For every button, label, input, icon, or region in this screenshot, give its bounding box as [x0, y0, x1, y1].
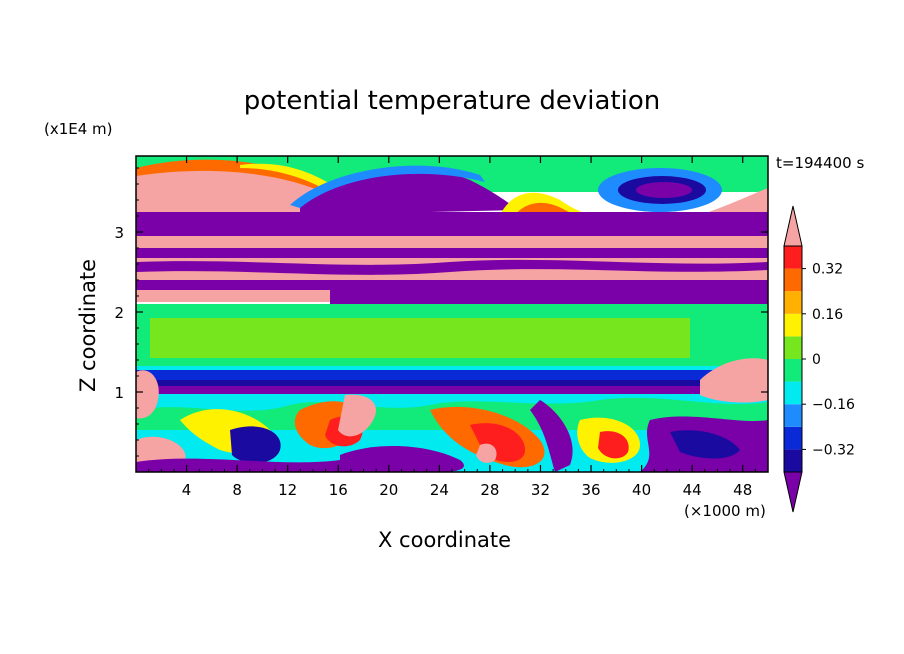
band-purple-2: [136, 248, 768, 258]
y-tick-label: 1: [114, 384, 124, 402]
x-ticks: 4 8 12 16 20 24 28 32 36 40 44 48: [148, 156, 756, 499]
colorbar-segment: [784, 291, 802, 314]
colorbar-extend-max: [783, 205, 803, 247]
x-tick-label: 4: [182, 481, 192, 499]
eddy-purple-1: [340, 445, 464, 472]
x-tick-label: 48: [733, 481, 752, 499]
colorbar-segment: [784, 449, 802, 472]
x-tick-label: 44: [683, 481, 702, 499]
eddy-salmon-2: [476, 443, 497, 463]
band-cyan-line: [136, 366, 768, 370]
eddy-darkblue-2: [670, 430, 740, 459]
x-tick-label: 12: [278, 481, 297, 499]
x-axis-label: X coordinate: [378, 528, 512, 552]
y-tick-label: 2: [114, 304, 124, 322]
band-purple-wave: [136, 259, 768, 275]
contour-field: [136, 156, 768, 472]
x-tick-label: 20: [379, 481, 398, 499]
colorbar-segment: [784, 381, 802, 405]
colorbar-extend-min: [783, 471, 803, 513]
x-tick-label: 8: [232, 481, 242, 499]
chart-title: potential temperature deviation: [243, 86, 661, 116]
eddy-red-3: [598, 431, 629, 459]
colorbar-segment: [784, 313, 802, 337]
colorbar-label: −0.32: [812, 442, 855, 458]
band-lower-purple: [136, 386, 768, 394]
eddy-salmon-right: [700, 358, 768, 403]
colorbar-label: 0.16: [812, 307, 843, 323]
colorbar-segment: [784, 359, 802, 382]
band-purple-lower: [330, 285, 768, 304]
band-upper-purple: [136, 212, 768, 236]
colorbar-segment: [784, 336, 802, 359]
x-tick-label: 24: [430, 481, 449, 499]
x-tick-label: 40: [632, 481, 651, 499]
band-salmon-1: [136, 236, 768, 248]
top-orange-arc: [136, 159, 340, 195]
band-purple-3: [136, 280, 768, 290]
x-tick-label: 28: [480, 481, 499, 499]
colorbar-segment: [784, 404, 802, 427]
colorbar: 0.32 0.16 0 −0.16 −0.32: [783, 205, 855, 513]
colorbar-segment: [784, 246, 802, 269]
x-axis-unit: (×1000 m): [684, 502, 766, 520]
colorbar-segment: [784, 426, 802, 450]
colorbar-label: 0: [812, 352, 821, 368]
eddy-salmon-left: [136, 370, 159, 419]
colorbar-segment: [784, 268, 802, 292]
eddy-darkblue-1: [230, 426, 281, 464]
x-tick-label: 32: [531, 481, 550, 499]
time-stamp: t=194400 s: [776, 154, 865, 172]
top-orange-plume: [515, 202, 575, 215]
x-tick-label: 16: [329, 481, 348, 499]
eddy-salmon-1: [338, 394, 376, 437]
eddy-purple-2: [530, 400, 573, 472]
x-tick-label: 36: [581, 481, 600, 499]
band-blue: [136, 370, 768, 380]
top-cyan-edge: [290, 165, 485, 208]
band-darkblue: [136, 380, 768, 390]
y-axis-unit: (x1E4 m): [44, 120, 113, 138]
y-tick-label: 3: [114, 224, 124, 242]
band-lightgreen-inner: [150, 318, 690, 358]
y-ticks: 1 2 3: [114, 167, 768, 457]
colorbar-label: −0.16: [812, 397, 855, 413]
top-purple-cell: [636, 182, 692, 198]
colorbar-label: 0.32: [812, 262, 843, 278]
